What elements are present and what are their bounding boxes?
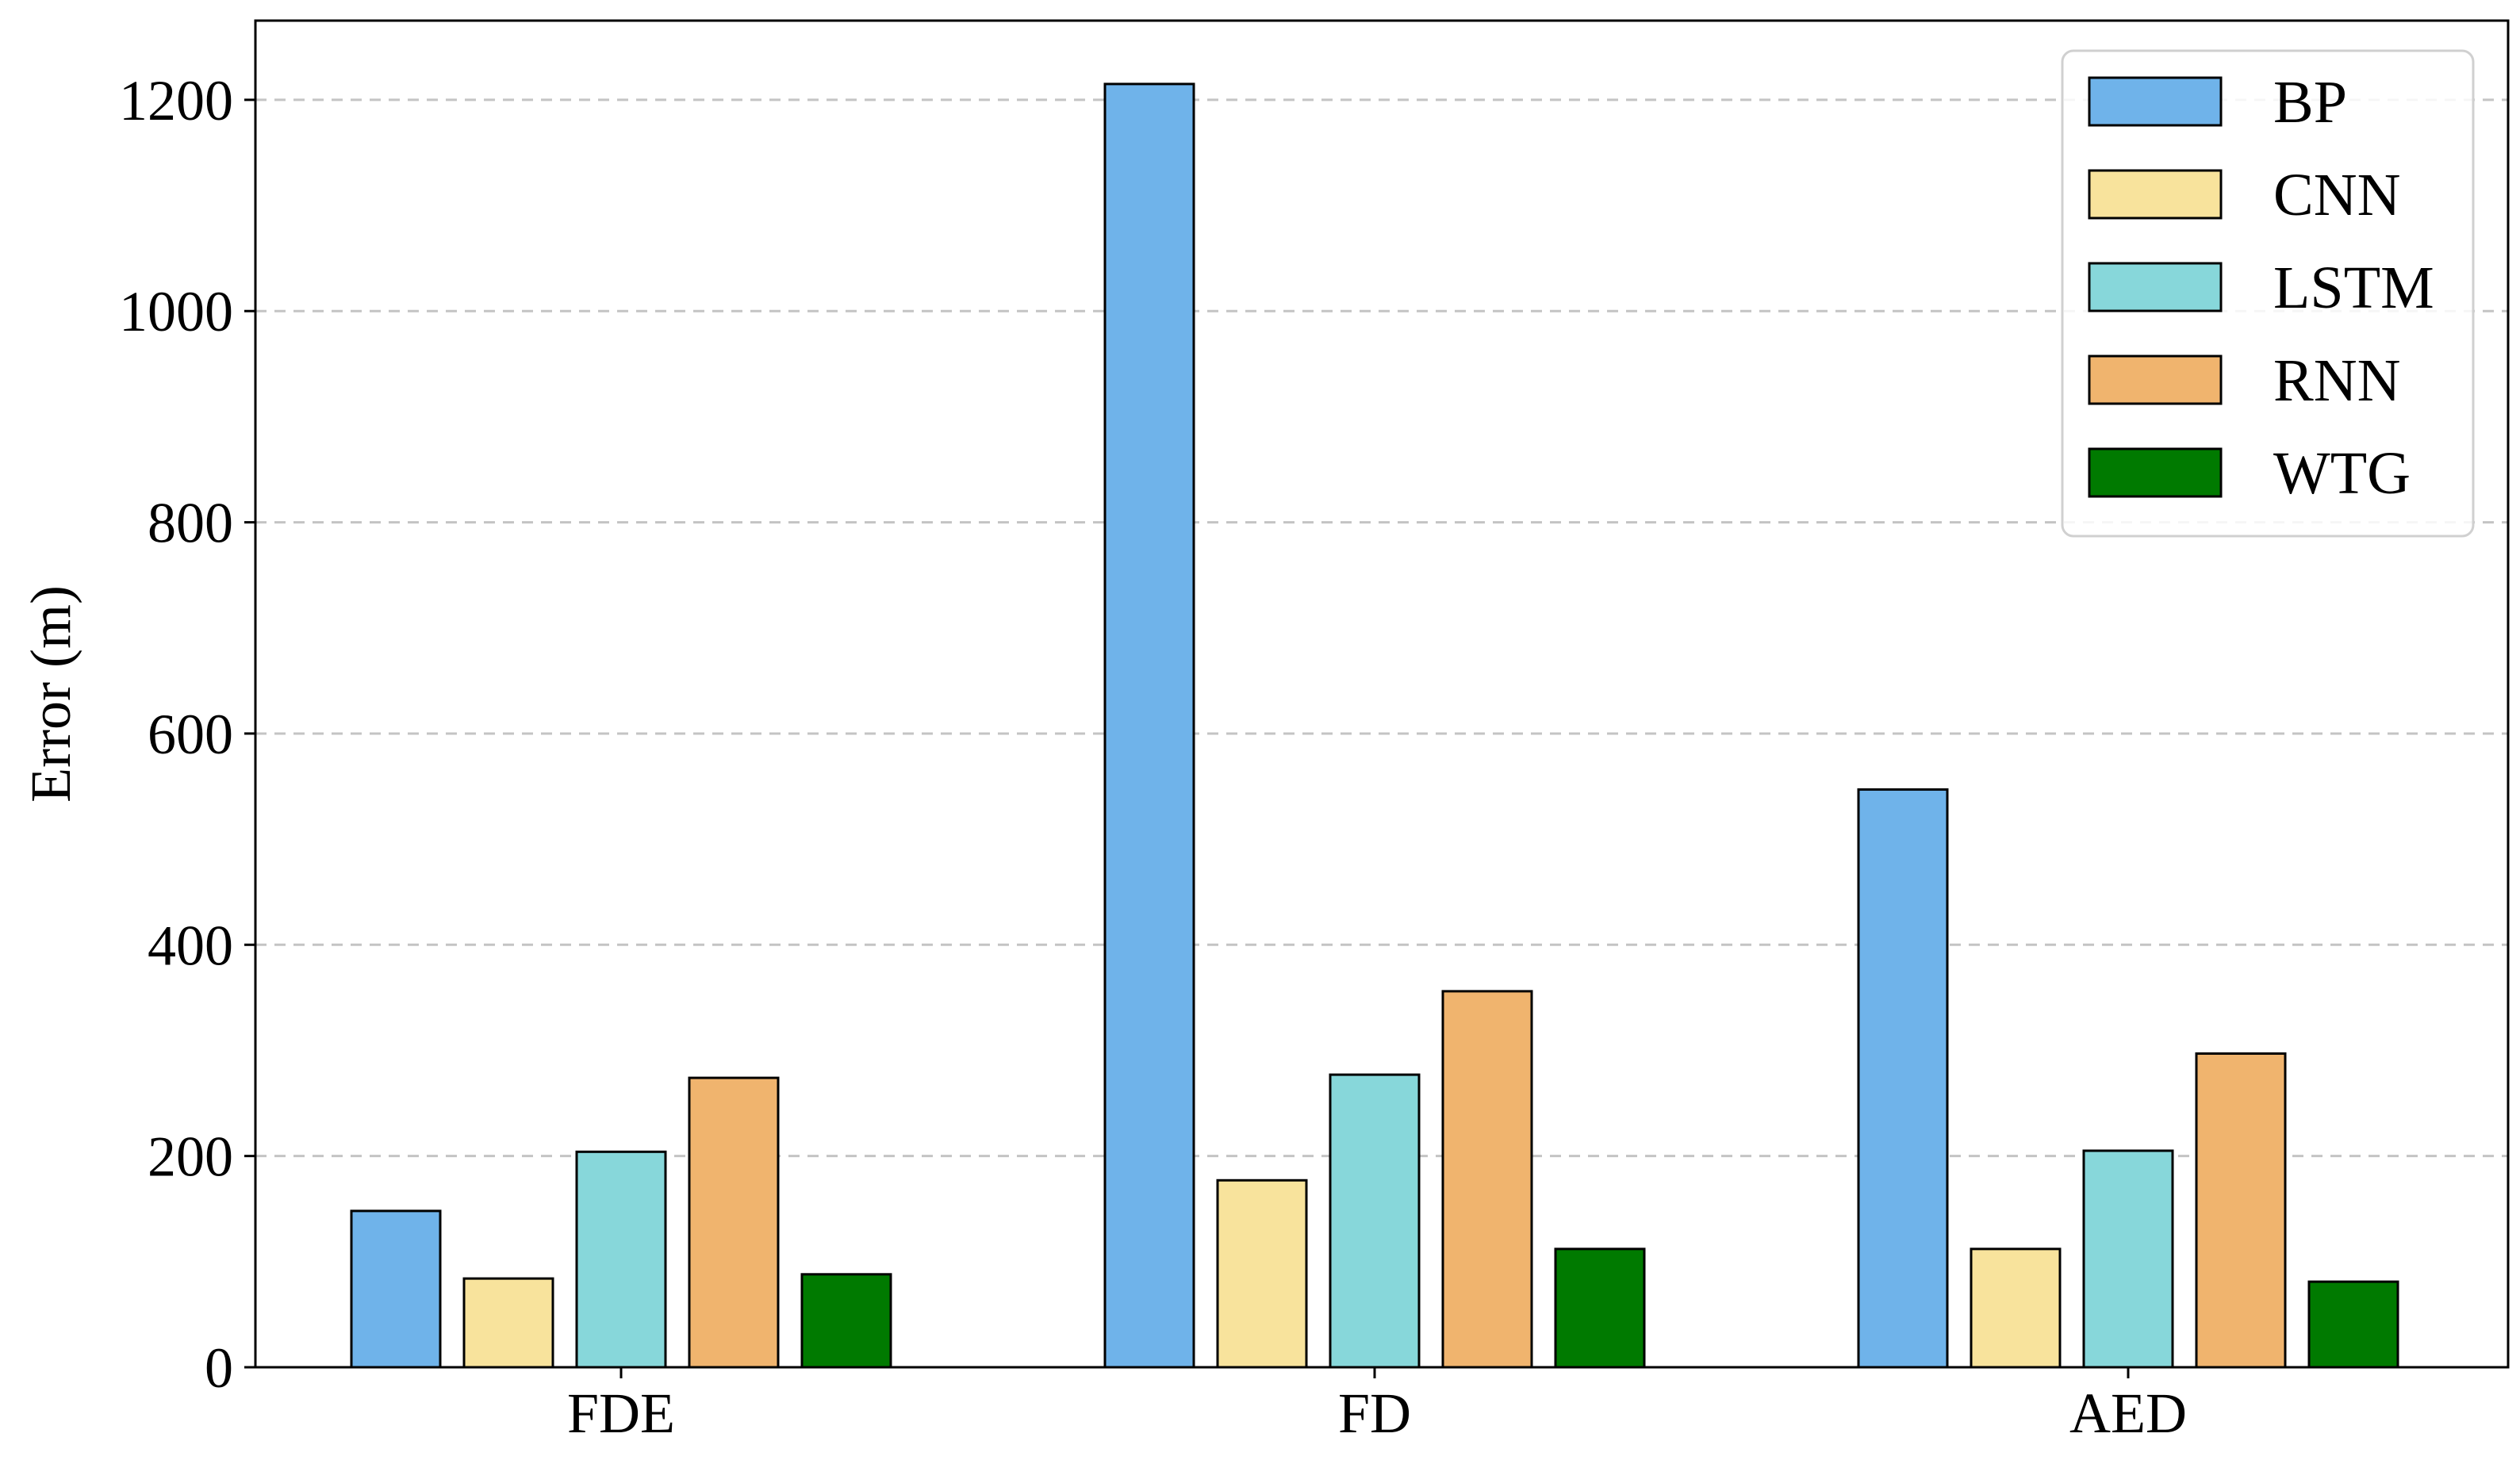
legend-label-cnn: CNN (2273, 162, 2400, 228)
y-tick-label: 200 (148, 1125, 233, 1189)
bar-bp-aed (1857, 788, 1949, 1369)
y-tick-label: 1000 (119, 280, 233, 343)
legend-swatch-bp (2088, 76, 2223, 127)
y-tick-label: 0 (205, 1336, 233, 1400)
bar-rnn-aed (2195, 1052, 2287, 1369)
bar-cnn-fde (462, 1277, 554, 1369)
y-tick-label: 800 (148, 492, 233, 555)
bar-lstm-fd (1329, 1073, 1421, 1369)
plot-frame (254, 19, 2510, 1369)
legend-swatch-cnn (2088, 169, 2223, 220)
legend-swatch-rnn (2088, 355, 2223, 405)
bar-cnn-fd (1216, 1178, 1308, 1369)
legend-swatch-lstm (2088, 262, 2223, 312)
x-tick-label: AED (2069, 1382, 2187, 1445)
bar-rnn-fde (688, 1076, 780, 1369)
bar-lstm-fde (575, 1150, 667, 1369)
bar-lstm-aed (2082, 1149, 2174, 1369)
bar-bp-fd (1103, 82, 1195, 1369)
y-axis-title: Error (m) (19, 585, 82, 803)
legend-label-wtg: WTG (2273, 440, 2411, 507)
bar-cnn-aed (1970, 1247, 2062, 1369)
y-tick-label: 600 (148, 703, 233, 766)
bar-bp-fde (350, 1209, 442, 1369)
y-axis: 0 200 400 600 800 1000 1200 (119, 69, 255, 1400)
bar-rnn-fd (1441, 990, 1533, 1369)
legend-label-lstm: LSTM (2273, 255, 2434, 321)
bar-wtg-fde (800, 1273, 892, 1369)
x-tick-label: FD (1338, 1382, 1411, 1445)
x-tick-label: FDE (567, 1382, 675, 1445)
legend: BP CNN LSTM RNN WTG (2061, 49, 2475, 538)
bar-wtg-aed (2307, 1280, 2399, 1369)
bar-wtg-fd (1554, 1247, 1646, 1369)
legend-label-bp: BP (2273, 69, 2347, 136)
x-axis: FDE FD AED (567, 1367, 2187, 1445)
legend-label-rnn: RNN (2273, 347, 2400, 414)
y-tick-label: 400 (148, 914, 233, 977)
bars (350, 82, 2399, 1369)
y-tick-label: 1200 (119, 69, 233, 132)
legend-swatch-wtg (2088, 447, 2223, 498)
